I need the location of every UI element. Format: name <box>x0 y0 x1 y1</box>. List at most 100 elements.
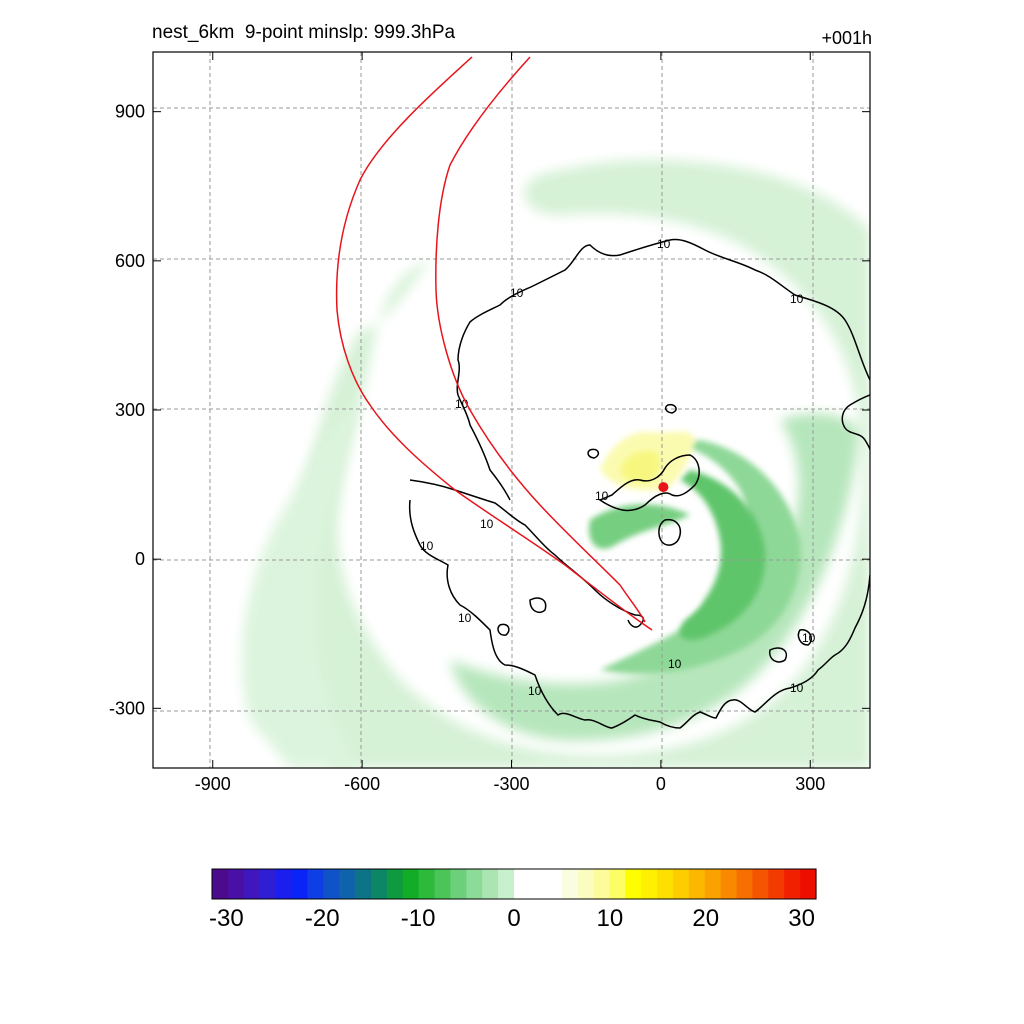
colorbar-cell <box>402 869 420 899</box>
contour-label-2: 10 <box>510 286 524 300</box>
grid <box>153 52 870 768</box>
colorbar-cell <box>386 869 404 899</box>
colorbar-cell <box>323 869 340 899</box>
colorbar-cell <box>545 869 563 899</box>
storm-tracks <box>335 56 653 631</box>
colorbar-label: 0 <box>507 905 520 932</box>
colorbar-cell <box>514 869 531 899</box>
contour-label-10: 10 <box>668 657 682 671</box>
colorbar-cell <box>212 869 229 899</box>
contour-small-2 <box>497 623 510 636</box>
colorbar-cell <box>752 869 769 899</box>
colorbar-cell <box>466 869 483 899</box>
colorbar-cell <box>243 869 261 899</box>
contour-small-4 <box>587 448 600 459</box>
colorbar-frame <box>211 868 817 900</box>
shading-positive-core <box>620 450 661 483</box>
colorbar-label: -10 <box>401 905 436 932</box>
contour-small-1 <box>529 597 547 613</box>
colorbar-cell <box>370 869 388 899</box>
x-tick-labels: -900 -600 -300 0 300 <box>195 774 826 794</box>
colorbar-cell <box>577 869 595 899</box>
colorbar-label: 10 <box>597 905 624 932</box>
colorbar-cell <box>625 869 642 899</box>
colorbar-cell <box>259 869 277 899</box>
colorbar-cell <box>418 869 436 899</box>
colorbar-labels: -30 -20 -10 0 10 20 30 <box>209 905 815 932</box>
contour-left-10 <box>409 479 644 628</box>
colorbar-cell <box>275 869 293 899</box>
contour-label-9: 10 <box>595 489 609 503</box>
shading-left-band <box>242 400 360 768</box>
colorbar-cell <box>657 869 674 899</box>
x-tick-label: -300 <box>493 774 529 794</box>
colorbar-cell <box>339 869 356 899</box>
colorbar-cell <box>784 869 801 899</box>
storm-center-marker <box>658 482 669 493</box>
contour-small-6 <box>797 629 812 646</box>
contour-south-10 <box>408 499 870 729</box>
colorbar-cell <box>641 869 658 899</box>
colorbar: -30 -20 -10 0 10 20 30 <box>209 868 817 932</box>
contour-east-10 <box>841 394 870 451</box>
contours <box>408 238 870 729</box>
track-line-inner <box>435 56 646 623</box>
shaded-field <box>242 159 870 768</box>
colorbar-cell <box>434 869 452 899</box>
colorbar-cell <box>227 869 245 899</box>
contour-label-6: 10 <box>420 539 434 553</box>
colorbar-cell <box>307 869 324 899</box>
contour-label-11: 10 <box>790 681 804 695</box>
y-tick-labels: 900 600 300 0 -300 <box>109 102 145 719</box>
shading-core <box>679 470 766 640</box>
shading-spiral-arm <box>589 504 690 549</box>
plot-title: nest_6km 9-point minslp: 999.3hPa <box>152 22 456 43</box>
contour-label-7: 10 <box>458 611 472 625</box>
x-tick-label: -600 <box>344 774 380 794</box>
contour-label-5: 10 <box>480 517 494 531</box>
shading-inner-band <box>600 440 801 674</box>
colorbar-cell <box>688 869 706 899</box>
y-tick-label: -300 <box>109 698 145 718</box>
shading-outer-band <box>298 159 870 768</box>
shading-eye-clear <box>600 566 700 620</box>
forecast-hour-label: +001h <box>821 28 872 48</box>
colorbar-cell <box>720 869 738 899</box>
contour-eye-10 <box>598 454 700 512</box>
x-tick-label: 0 <box>656 774 666 794</box>
colorbar-cell <box>529 869 547 899</box>
contour-labels: 10 10 10 10 10 10 10 10 10 10 10 10 <box>420 237 816 698</box>
colorbar-label: -20 <box>305 905 340 932</box>
contour-inner-ring <box>658 518 682 546</box>
contour-label-3: 10 <box>790 292 804 306</box>
shading-mid-band <box>450 413 860 741</box>
colorbar-cell <box>498 869 515 899</box>
axis-ticks <box>153 52 870 768</box>
contour-small-5 <box>769 647 787 663</box>
colorbar-label: 30 <box>788 905 815 932</box>
colorbar-cell <box>355 869 372 899</box>
colorbar-label: 20 <box>692 905 719 932</box>
track-line-outer <box>335 56 653 631</box>
colorbar-cell <box>450 869 467 899</box>
colorbar-label: -30 <box>209 905 244 932</box>
y-tick-label: 900 <box>115 102 145 122</box>
contour-label-12: 10 <box>802 631 816 645</box>
colorbar-cell <box>672 869 690 899</box>
y-tick-label: 0 <box>135 549 145 569</box>
colorbar-cell <box>482 869 499 899</box>
colorbar-cell <box>291 869 308 899</box>
contour-label-1: 10 <box>657 237 671 251</box>
x-tick-label: -900 <box>195 774 231 794</box>
colorbar-cell <box>593 869 610 899</box>
colorbar-cell <box>561 869 579 899</box>
colorbar-cell <box>800 869 817 899</box>
contour-small-3 <box>664 403 677 414</box>
colorbar-cell <box>768 869 785 899</box>
colorbar-cell <box>609 869 626 899</box>
contour-outer-10 <box>456 238 870 501</box>
colorbar-cell <box>736 869 754 899</box>
y-tick-label: 600 <box>115 251 145 271</box>
colorbar-cell <box>704 869 722 899</box>
